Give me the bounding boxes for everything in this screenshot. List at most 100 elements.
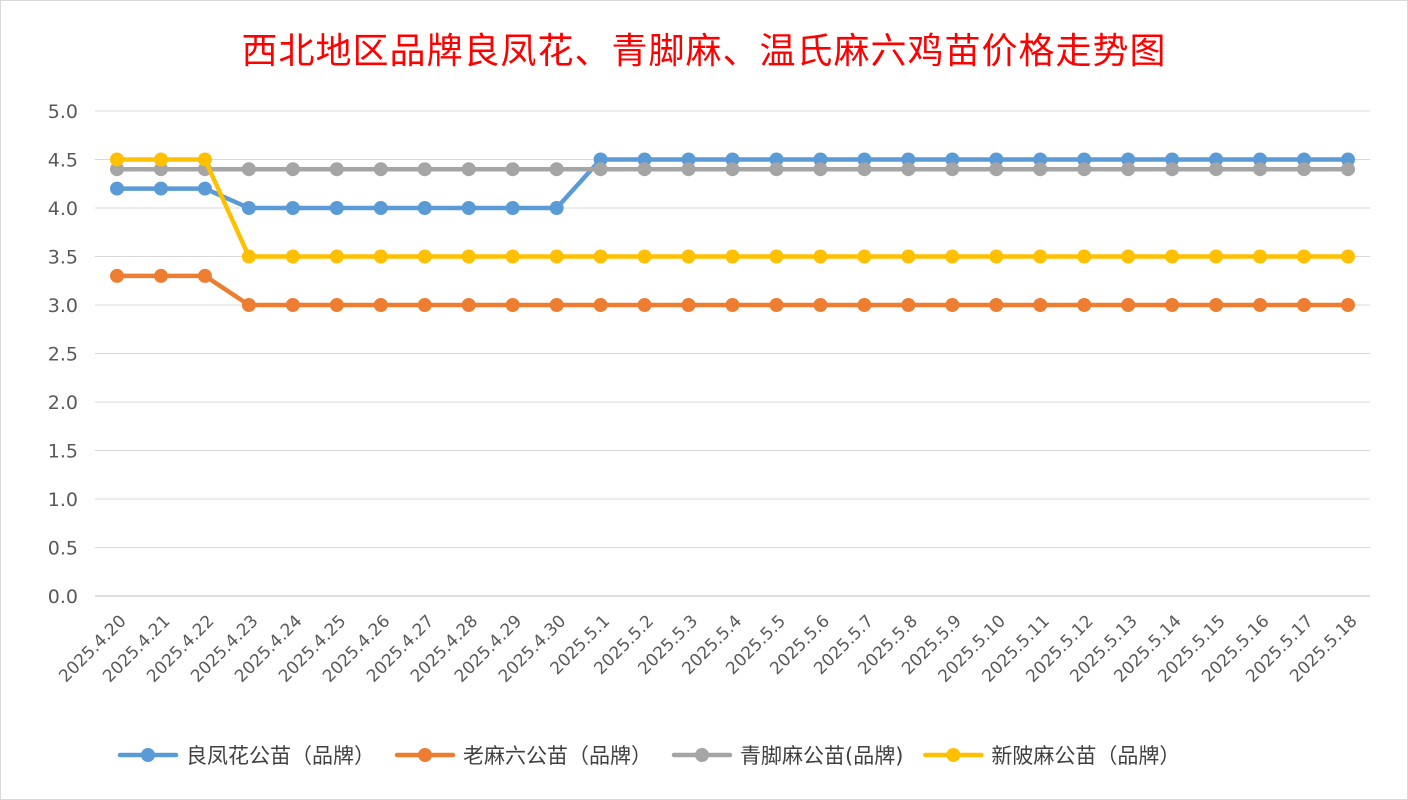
data-point — [1253, 298, 1268, 312]
data-point — [725, 162, 740, 177]
data-point — [593, 152, 608, 167]
data-point — [373, 162, 388, 177]
data-point — [505, 201, 520, 215]
data-point — [593, 162, 608, 177]
gridlines — [95, 110, 1370, 597]
series-1 — [110, 268, 1355, 312]
legend: 良凤花公苗（品牌） 老麻六公苗（品牌） 青脚麻公苗(品牌) 新陂麻公苗（品牌） — [117, 744, 1180, 768]
data-point — [1165, 162, 1180, 177]
data-point — [989, 162, 1004, 177]
y-tick-label: 2.0 — [48, 392, 78, 414]
data-point — [945, 298, 960, 312]
data-point — [549, 298, 564, 312]
data-point — [1033, 152, 1048, 167]
data-point — [153, 152, 168, 167]
data-point — [1341, 298, 1355, 312]
legend-label: 老麻六公苗（品牌） — [463, 744, 652, 768]
data-point — [769, 152, 784, 167]
y-tick-label: 0.0 — [48, 586, 78, 608]
data-point — [1033, 162, 1048, 177]
data-point — [241, 162, 256, 177]
data-point — [901, 162, 916, 177]
data-point — [813, 249, 828, 264]
data-point — [769, 162, 784, 177]
legend-item-0: 良凤花公苗（品牌） — [117, 744, 375, 768]
data-point — [593, 298, 608, 312]
y-tick-label: 2.5 — [48, 344, 78, 366]
data-point — [1253, 152, 1268, 167]
y-tick-label: 4.5 — [48, 150, 78, 172]
data-point — [417, 162, 432, 177]
data-point — [110, 152, 124, 167]
data-point — [901, 249, 916, 264]
series-3 — [110, 152, 1355, 264]
data-point — [1341, 152, 1355, 167]
data-point — [813, 162, 828, 177]
legend-swatch-marker — [418, 748, 432, 762]
data-point — [1297, 162, 1312, 177]
data-point — [989, 298, 1004, 312]
legend-label: 新陂麻公苗（品牌） — [991, 744, 1180, 768]
data-point — [285, 298, 300, 312]
data-point — [1121, 152, 1136, 167]
y-tick-label: 3.5 — [48, 247, 78, 269]
legend-swatch-marker — [695, 748, 709, 762]
data-point — [769, 249, 784, 264]
data-point — [1165, 152, 1180, 167]
data-point — [637, 249, 652, 264]
data-point — [945, 162, 960, 177]
data-point — [373, 298, 388, 312]
data-point — [461, 249, 476, 264]
data-point — [461, 201, 476, 215]
data-point — [681, 162, 696, 177]
data-point — [1209, 152, 1224, 167]
series-layer — [110, 152, 1355, 312]
data-point — [1209, 162, 1224, 177]
data-point — [1341, 249, 1355, 264]
y-tick-label: 4.0 — [48, 198, 78, 220]
data-point — [241, 249, 256, 264]
data-point — [110, 162, 124, 177]
x-axis-ticks: 2025.4.202025.4.212025.4.222025.4.232025… — [55, 611, 1361, 686]
series-0 — [110, 152, 1355, 215]
y-tick-label: 3.0 — [48, 295, 78, 317]
data-point — [1253, 249, 1268, 264]
data-point — [813, 298, 828, 312]
data-point — [681, 249, 696, 264]
data-point — [241, 201, 256, 215]
legend-item-1: 老麻六公苗（品牌） — [394, 744, 652, 768]
data-point — [857, 249, 872, 264]
data-point — [857, 298, 872, 312]
data-point — [461, 298, 476, 312]
data-point — [1253, 162, 1268, 177]
data-point — [989, 249, 1004, 264]
data-point — [857, 162, 872, 177]
legend-label: 良凤花公苗（品牌） — [186, 744, 375, 768]
data-point — [593, 249, 608, 264]
data-point — [681, 298, 696, 312]
data-point — [1077, 152, 1092, 167]
data-point — [1121, 298, 1136, 312]
y-tick-label: 0.5 — [48, 538, 78, 560]
series-2 — [110, 162, 1355, 177]
data-point — [725, 249, 740, 264]
y-tick-label: 5.0 — [48, 101, 78, 123]
data-point — [637, 162, 652, 177]
data-point — [1033, 298, 1048, 312]
data-point — [461, 162, 476, 177]
data-point — [153, 181, 168, 196]
data-point — [1165, 249, 1180, 264]
data-point — [1297, 298, 1312, 312]
data-point — [197, 268, 212, 283]
data-point — [1033, 249, 1048, 264]
data-point — [285, 249, 300, 264]
data-point — [813, 152, 828, 167]
data-point — [945, 249, 960, 264]
data-point — [989, 152, 1004, 167]
data-point — [549, 201, 564, 215]
data-point — [1209, 249, 1224, 264]
data-point — [417, 249, 432, 264]
data-point — [1121, 249, 1136, 264]
